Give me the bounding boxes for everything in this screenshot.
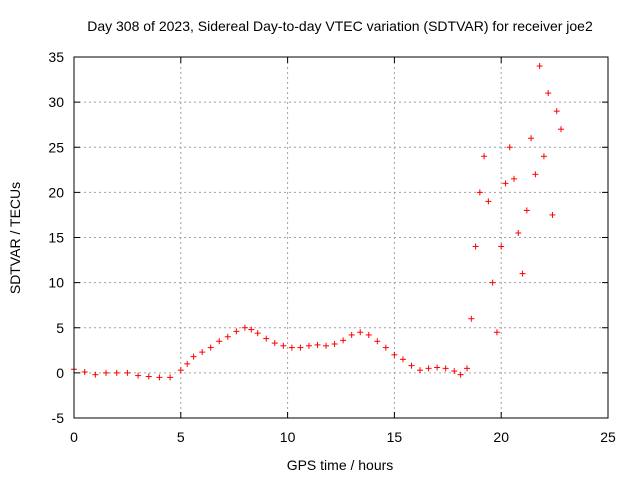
data-point (103, 369, 110, 376)
data-point (485, 198, 492, 205)
x-tick-label: 20 (493, 429, 509, 445)
data-point (254, 330, 261, 337)
data-point (314, 341, 321, 348)
data-point (532, 171, 539, 178)
data-point (323, 342, 330, 349)
x-tick-label: 10 (280, 429, 296, 445)
chart-title: Day 308 of 2023, Sidereal Day-to-day VTE… (87, 18, 593, 34)
data-point (515, 229, 522, 236)
data-point (374, 338, 381, 345)
y-tick-label: 25 (48, 139, 64, 155)
data-point (545, 90, 552, 97)
data-point (305, 342, 312, 349)
data-point (493, 329, 500, 336)
data-point (92, 371, 99, 378)
data-point (224, 333, 231, 340)
data-point (519, 270, 526, 277)
data-series-sdtvar (71, 63, 565, 381)
data-point (558, 126, 565, 133)
data-point (553, 108, 560, 115)
data-point (523, 207, 530, 214)
data-point (489, 279, 496, 286)
data-point (184, 360, 191, 367)
data-point (241, 324, 248, 331)
data-point (177, 367, 184, 374)
data-point (481, 153, 488, 160)
data-point (288, 344, 295, 351)
y-tick-labels: -5 0 5 10 15 20 25 30 35 (48, 49, 64, 426)
y-tick-label: 20 (48, 184, 64, 200)
y-tick-label: 10 (48, 275, 64, 291)
data-point (365, 331, 372, 338)
data-point (434, 364, 441, 371)
data-point (280, 342, 287, 349)
data-point (506, 144, 513, 151)
data-point (216, 338, 223, 345)
axis-ticks (73, 56, 609, 419)
data-point (468, 315, 475, 322)
y-tick-label: 30 (48, 94, 64, 110)
data-point (297, 344, 304, 351)
data-point (382, 344, 389, 351)
data-point (464, 365, 471, 372)
data-point (156, 374, 163, 381)
data-point (425, 365, 432, 372)
data-point (476, 189, 483, 196)
chart-grid (74, 57, 608, 418)
data-point (451, 368, 458, 375)
data-point (331, 340, 338, 347)
y-tick-label: 15 (48, 230, 64, 246)
data-point (540, 153, 547, 160)
data-point (81, 368, 88, 375)
x-tick-labels: 0 5 10 15 20 25 (70, 429, 616, 445)
data-point (271, 340, 278, 347)
y-tick-label: 35 (48, 49, 64, 65)
data-point (124, 369, 131, 376)
x-tick-label: 0 (70, 429, 78, 445)
data-point (233, 328, 240, 335)
data-point (348, 331, 355, 338)
x-tick-label: 25 (600, 429, 616, 445)
data-point (113, 369, 120, 376)
data-point (498, 243, 505, 250)
data-point (357, 329, 364, 336)
y-tick-label: 0 (56, 365, 64, 381)
data-point (135, 372, 142, 379)
data-point (340, 337, 347, 344)
data-point (502, 180, 509, 187)
data-point (399, 356, 406, 363)
data-point (391, 351, 398, 358)
x-tick-label: 5 (177, 429, 185, 445)
x-tick-label: 15 (387, 429, 403, 445)
data-point (442, 365, 449, 372)
data-point (408, 362, 415, 369)
y-axis-label: SDTVAR / TECUs (7, 182, 23, 294)
data-point (549, 211, 556, 218)
data-point (511, 175, 518, 182)
data-point (417, 367, 424, 374)
x-axis-label: GPS time / hours (287, 457, 394, 473)
data-point (536, 63, 543, 70)
data-point (528, 135, 535, 142)
data-point (167, 374, 174, 381)
data-point (207, 344, 214, 351)
data-point (457, 371, 464, 378)
y-tick-label: 5 (56, 320, 64, 336)
data-point (199, 349, 206, 356)
data-point (145, 373, 152, 380)
y-tick-label: -5 (52, 410, 65, 426)
data-point (472, 243, 479, 250)
data-point (248, 326, 255, 333)
data-point (190, 353, 197, 360)
data-point (263, 335, 270, 342)
